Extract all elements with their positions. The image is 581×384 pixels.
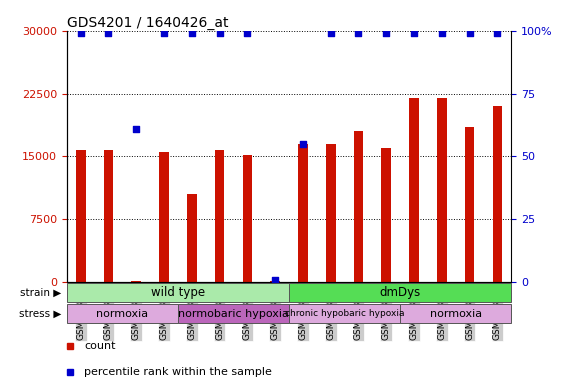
Bar <box>131 281 141 282</box>
Bar <box>289 283 511 302</box>
Bar <box>187 194 197 282</box>
Point <box>326 30 335 36</box>
Text: wild type: wild type <box>151 286 205 299</box>
Bar <box>270 281 280 282</box>
Text: normoxia: normoxia <box>96 309 148 319</box>
Point <box>271 276 280 283</box>
Bar <box>326 144 336 282</box>
Point <box>465 30 474 36</box>
Point <box>76 30 85 36</box>
Bar <box>409 98 419 282</box>
Bar <box>354 131 363 282</box>
Bar <box>76 150 85 282</box>
Text: strain ▶: strain ▶ <box>20 288 61 298</box>
Text: normobaric hypoxia: normobaric hypoxia <box>178 309 289 319</box>
Point <box>104 30 113 36</box>
Bar <box>298 144 308 282</box>
Bar <box>493 106 502 282</box>
Text: chronic hypobaric hypoxia: chronic hypobaric hypoxia <box>285 310 404 318</box>
Bar <box>103 150 113 282</box>
Text: percentile rank within the sample: percentile rank within the sample <box>84 367 272 377</box>
Text: stress ▶: stress ▶ <box>19 309 61 319</box>
Bar <box>437 98 447 282</box>
Bar <box>400 305 511 323</box>
Point <box>215 30 224 36</box>
Bar <box>289 305 400 323</box>
Bar <box>67 283 289 302</box>
Text: dmDys: dmDys <box>379 286 421 299</box>
Bar <box>215 150 224 282</box>
Point <box>187 30 196 36</box>
Point <box>243 30 252 36</box>
Bar <box>381 148 391 282</box>
Bar <box>465 127 475 282</box>
Bar <box>242 155 252 282</box>
Point <box>382 30 391 36</box>
Point <box>298 141 307 147</box>
Point <box>493 30 502 36</box>
Point <box>437 30 446 36</box>
Text: count: count <box>84 341 116 351</box>
Bar <box>67 305 178 323</box>
Bar <box>178 305 289 323</box>
Point <box>410 30 419 36</box>
Point <box>354 30 363 36</box>
Point <box>159 30 168 36</box>
Bar <box>159 152 169 282</box>
Point <box>132 126 141 132</box>
Text: normoxia: normoxia <box>430 309 482 319</box>
Text: GDS4201 / 1640426_at: GDS4201 / 1640426_at <box>67 16 228 30</box>
